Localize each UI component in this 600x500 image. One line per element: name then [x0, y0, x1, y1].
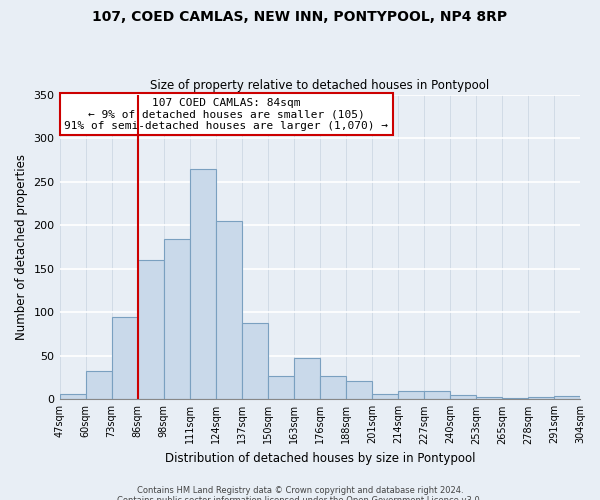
Bar	[242, 322, 268, 400]
Bar	[86, 372, 112, 400]
Bar	[268, 376, 294, 400]
Bar	[294, 358, 320, 400]
Text: Contains public sector information licensed under the Open Government Licence v3: Contains public sector information licen…	[118, 496, 482, 500]
Bar	[190, 168, 215, 400]
Bar	[528, 396, 554, 400]
X-axis label: Distribution of detached houses by size in Pontypool: Distribution of detached houses by size …	[164, 452, 475, 465]
Bar	[215, 221, 242, 400]
Bar	[554, 396, 580, 400]
Bar	[137, 260, 164, 400]
Bar	[372, 394, 398, 400]
Y-axis label: Number of detached properties: Number of detached properties	[15, 154, 28, 340]
Bar	[398, 390, 424, 400]
Title: Size of property relative to detached houses in Pontypool: Size of property relative to detached ho…	[150, 79, 490, 92]
Text: 107, COED CAMLAS, NEW INN, PONTYPOOL, NP4 8RP: 107, COED CAMLAS, NEW INN, PONTYPOOL, NP…	[92, 10, 508, 24]
Bar	[59, 394, 86, 400]
Bar	[424, 390, 450, 400]
Bar	[346, 381, 372, 400]
Bar	[112, 316, 137, 400]
Bar	[450, 395, 476, 400]
Bar	[502, 398, 528, 400]
Bar	[476, 396, 502, 400]
Bar	[320, 376, 346, 400]
Bar	[164, 239, 190, 400]
Text: Contains HM Land Registry data © Crown copyright and database right 2024.: Contains HM Land Registry data © Crown c…	[137, 486, 463, 495]
Text: 107 COED CAMLAS: 84sqm
← 9% of detached houses are smaller (105)
91% of semi-det: 107 COED CAMLAS: 84sqm ← 9% of detached …	[64, 98, 388, 131]
